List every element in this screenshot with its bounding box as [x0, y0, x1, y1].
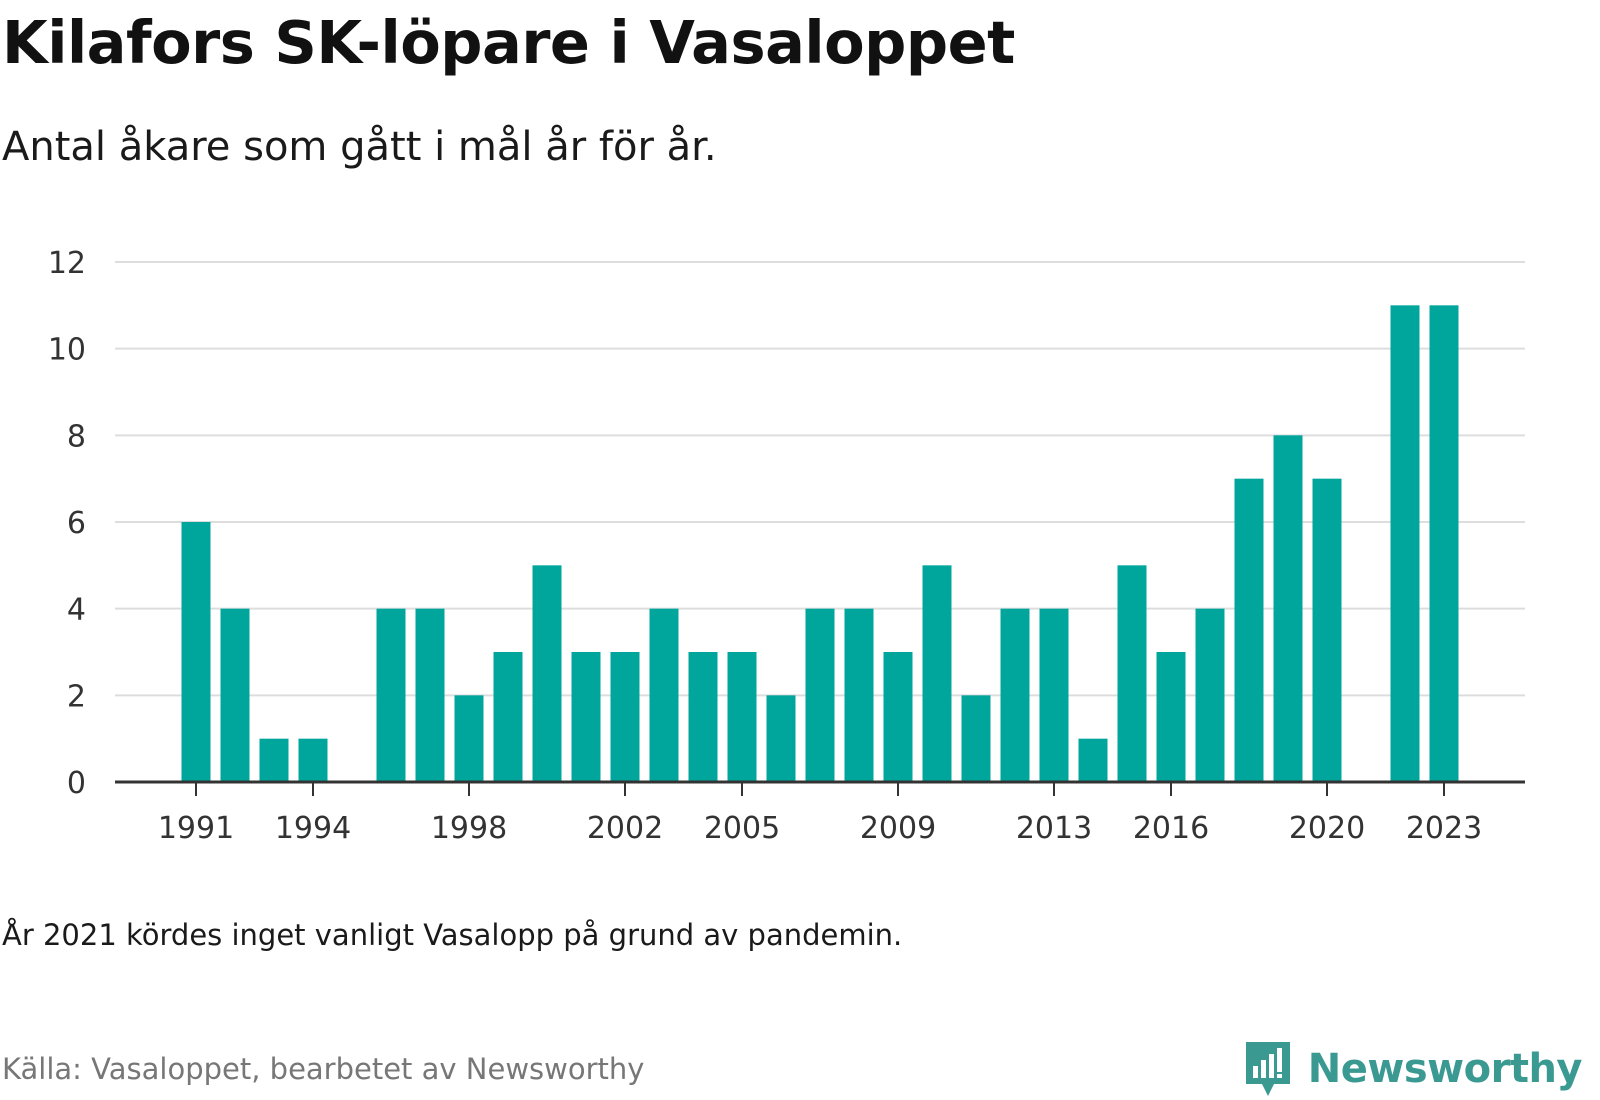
bar-2014: [1078, 738, 1108, 782]
x-tick-label: 1994: [275, 811, 351, 846]
bar-1992: [220, 608, 250, 782]
bar-2011: [961, 695, 991, 782]
bar-2013: [1039, 608, 1069, 782]
x-tick-label: 2023: [1406, 811, 1482, 846]
x-tick-label: 2013: [1016, 811, 1092, 846]
bar-2005: [727, 652, 757, 782]
x-tick-label: 1998: [431, 811, 507, 846]
bar-2018: [1234, 478, 1264, 782]
newsworthy-logo: Newsworthy: [1242, 1040, 1583, 1098]
bar-2010: [922, 565, 952, 782]
bar-2003: [649, 608, 679, 782]
x-tick-label: 2002: [587, 811, 663, 846]
bar-1994: [298, 738, 328, 782]
bar-2015: [1117, 565, 1147, 782]
bar-2019: [1273, 435, 1303, 782]
chart-title: Kilafors SK-löpare i Vasaloppet: [2, 8, 1015, 77]
x-tick-label: 2005: [704, 811, 780, 846]
bar-2023: [1429, 305, 1459, 782]
y-tick-label: 4: [67, 593, 86, 628]
x-tick-label: 2020: [1289, 811, 1365, 846]
bar-1996: [376, 608, 406, 782]
x-axis-ticks: 1991 1994 1998 2002 2005 2009 2013 2016 2020 2023: [158, 782, 1482, 846]
bar-2007: [805, 608, 835, 782]
bar-2008: [844, 608, 874, 782]
brand-name: Newsworthy: [1307, 1046, 1583, 1092]
bar-2001: [571, 652, 601, 782]
y-tick-label: 6: [67, 506, 86, 541]
bar-1999: [493, 652, 523, 782]
x-tick-label: 2009: [860, 811, 936, 846]
y-tick-label: 12: [48, 246, 86, 281]
x-tick-label: 1991: [158, 811, 234, 846]
bar-chart: 0 2 4 6 8 10 12 1991 1994 1998 2002 2005 2009 2013 20…: [48, 246, 1525, 846]
bar-2000: [532, 565, 562, 782]
bar-2009: [883, 652, 913, 782]
y-tick-label: 2: [67, 679, 86, 714]
bar-2016: [1156, 652, 1186, 782]
bars: [181, 305, 1459, 782]
source-text: Källa: Vasaloppet, bearbetet av Newswort…: [2, 1052, 645, 1086]
bar-2002: [610, 652, 640, 782]
bar-1997: [415, 608, 445, 782]
bar-1993: [259, 738, 289, 782]
bar-2017: [1195, 608, 1225, 782]
bar-2020: [1312, 478, 1342, 782]
y-axis-ticks: 0 2 4 6 8 10 12: [48, 246, 86, 801]
bar-1998: [454, 695, 484, 782]
bar-2022: [1390, 305, 1420, 782]
bar-1991: [181, 522, 211, 782]
y-tick-label: 0: [67, 766, 86, 801]
chart-subtitle: Antal åkare som gått i mål år för år.: [2, 124, 717, 170]
chart-bubble-icon: [1245, 1042, 1290, 1096]
chart-note: År 2021 kördes inget vanligt Vasalopp på…: [2, 918, 903, 952]
y-tick-label: 8: [67, 419, 86, 454]
bar-2004: [688, 652, 718, 782]
bar-2006: [766, 695, 796, 782]
bar-2012: [1000, 608, 1030, 782]
y-tick-label: 10: [48, 333, 86, 368]
x-tick-label: 2016: [1133, 811, 1209, 846]
